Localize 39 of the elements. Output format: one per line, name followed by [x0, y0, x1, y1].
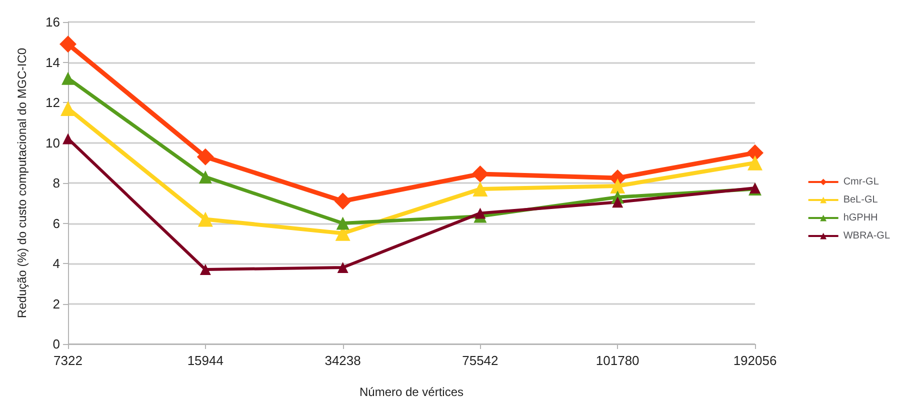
x-tick-label: 7322: [54, 353, 82, 368]
point: [196, 148, 214, 166]
point: [748, 155, 762, 170]
y-tick-label: 14: [46, 54, 60, 70]
x-tick-label: 15944: [187, 353, 224, 368]
point: [198, 212, 213, 227]
y-tick-label: 2: [52, 296, 60, 312]
x-axis-title: Número de vértices: [359, 385, 464, 399]
y-tick-label: 16: [46, 14, 60, 30]
y-tick-label: 10: [46, 135, 60, 150]
y-tick-label: 6: [52, 216, 60, 231]
x-tick-label: 192056: [733, 353, 777, 368]
point: [60, 101, 76, 116]
y-tick-label: 8: [52, 176, 60, 190]
y-axis-title: Redução (%) do custo computacional do MGC-IC0: [15, 48, 29, 318]
point: [610, 178, 626, 194]
y-tick-label: 12: [46, 95, 60, 110]
point: [62, 72, 74, 85]
y-tick-label: 4: [52, 256, 60, 271]
point: [472, 165, 489, 182]
legend-label: hGPHH: [843, 212, 878, 224]
point: [612, 196, 624, 208]
x-tick-label: 75542: [462, 353, 498, 368]
point: [336, 216, 350, 230]
x-tick-label: 34238: [324, 353, 361, 368]
point: [337, 262, 348, 274]
point: [60, 36, 76, 53]
point: [746, 144, 764, 162]
point: [474, 208, 486, 219]
point: [334, 192, 352, 210]
point: [198, 170, 212, 184]
point: [200, 264, 211, 276]
legend-label: BeL-GL: [843, 194, 878, 206]
point: [472, 182, 488, 197]
x-tick-label: 101780: [596, 353, 640, 368]
legend-label: WBRA-GL: [843, 230, 890, 242]
y-tick-label: 0: [52, 336, 60, 352]
legend-label: Cmr-GL: [843, 176, 880, 188]
point: [62, 133, 74, 144]
